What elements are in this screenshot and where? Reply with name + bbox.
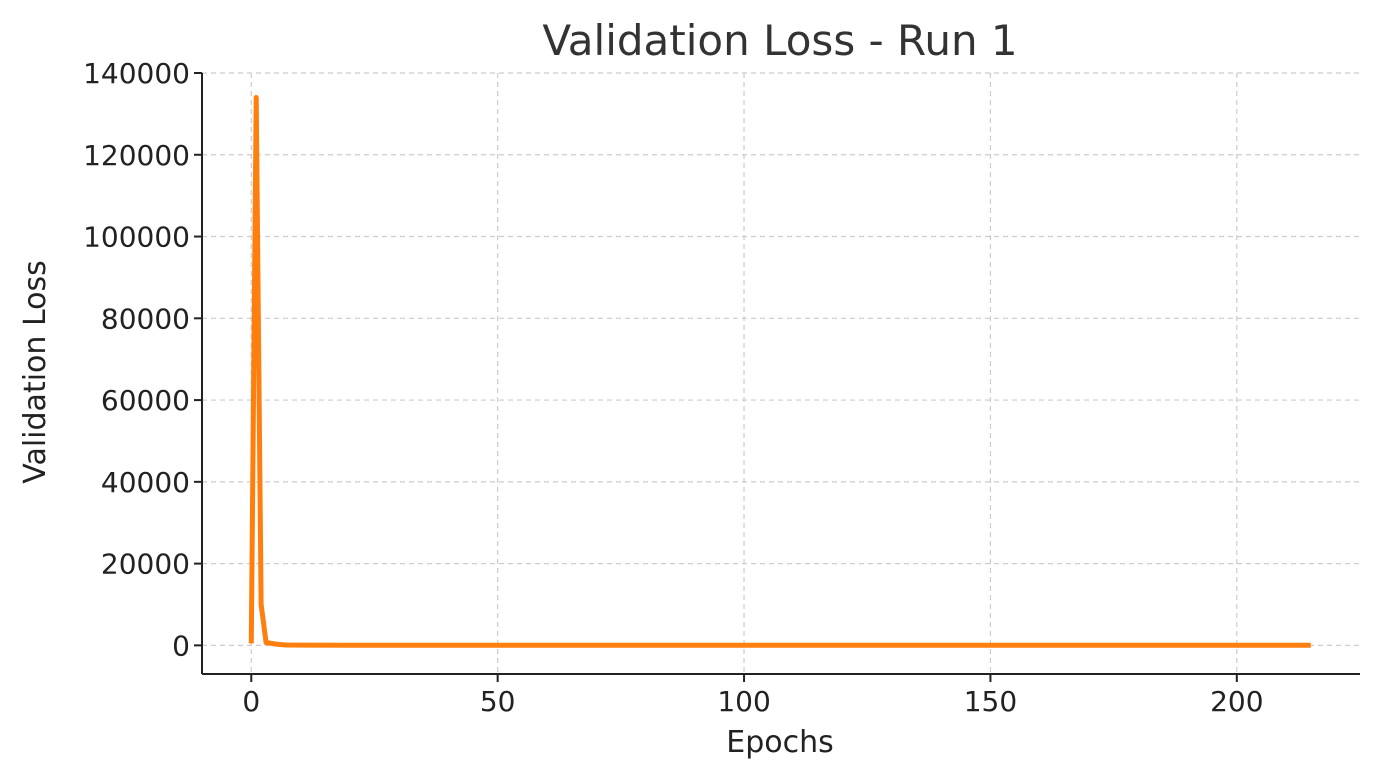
chart-title: Validation Loss - Run 1 [542, 16, 1017, 65]
y-tick-label: 20000 [101, 548, 190, 581]
y-tick-label: 0 [172, 629, 190, 662]
x-tick-label: 50 [480, 685, 516, 718]
series-line-1 [248, 95, 1311, 648]
x-tick-label: 0 [242, 685, 260, 718]
axes-layer [201, 73, 1360, 675]
ticks-layer: 0 50 100 150 200 0 20000 40000 60000 80000 100000 1… [83, 57, 1263, 718]
grid-layer [202, 72, 1360, 674]
y-tick-label: 80000 [101, 302, 190, 335]
x-tick-label: 100 [717, 685, 770, 718]
y-axis-label: Validation Loss [18, 260, 53, 483]
x-axis-label: Epochs [726, 725, 834, 760]
x-tick-label: 150 [964, 685, 1017, 718]
y-tick-label: 100000 [83, 221, 190, 254]
y-tick-label: 40000 [101, 466, 190, 499]
y-tick-label: 120000 [83, 139, 190, 172]
series-layer [248, 95, 1311, 648]
y-tick-label: 60000 [101, 384, 190, 417]
x-tick-label: 200 [1210, 685, 1263, 718]
y-tick-label: 140000 [83, 57, 190, 90]
